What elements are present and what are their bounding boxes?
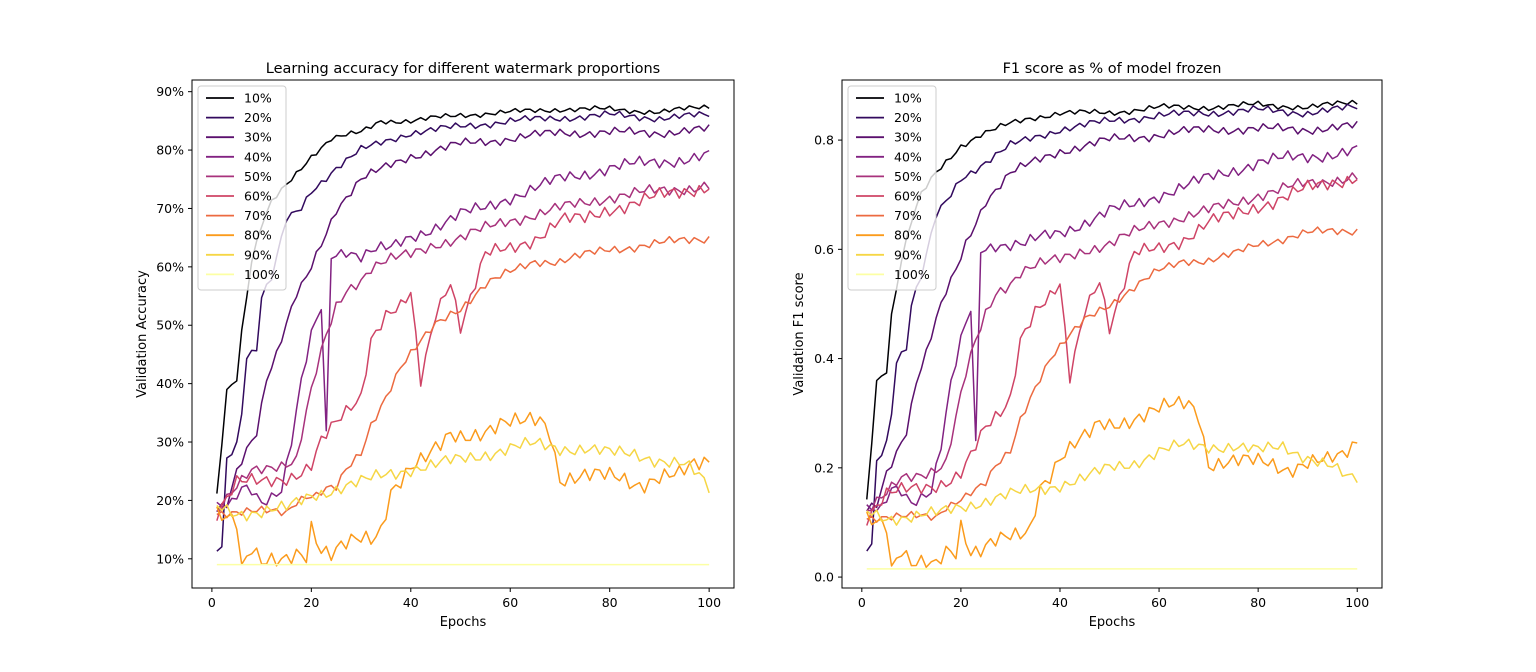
x-tick-label: 100 <box>697 595 721 610</box>
y-tick-label: 10% <box>156 551 184 566</box>
y-tick-label: 0.4 <box>814 351 834 366</box>
plot-frame <box>841 79 1383 589</box>
x-tick-label: 0 <box>208 595 216 610</box>
legend-label: 30% <box>894 130 922 145</box>
series-line-40pct <box>216 149 710 508</box>
x-tick-label: 80 <box>602 595 618 610</box>
y-tick-label: 40% <box>156 376 184 391</box>
y-axis-label: Validation F1 score <box>792 272 807 395</box>
x-tick-label: 0 <box>858 595 866 610</box>
legend-box <box>197 85 287 291</box>
legend-label: 100% <box>894 267 930 282</box>
legend-label: 10% <box>894 91 922 106</box>
series-line-50pct <box>216 181 710 512</box>
legend-label: 40% <box>894 149 922 164</box>
series-line-20pct <box>216 110 710 552</box>
legend-label: 70% <box>894 208 922 223</box>
series-line-70pct <box>866 226 1358 523</box>
legend: 10% 20% 30% 40% 50% 60% 70% 80% 90% 100% <box>847 85 937 291</box>
y-axis-label: Validation Accuracy <box>135 270 150 398</box>
y-tick-label: 0.0 <box>814 570 834 585</box>
legend-label: 20% <box>244 110 272 125</box>
accuracy-chart: Learning accuracy for different watermar… <box>135 61 735 630</box>
x-tick-label: 40 <box>403 595 419 610</box>
legend-label: 50% <box>894 169 922 184</box>
series-line-30pct <box>216 124 710 513</box>
x-tick-label: 80 <box>1250 595 1266 610</box>
chart-title: Learning accuracy for different watermar… <box>266 61 660 77</box>
legend-label: 80% <box>894 228 922 243</box>
y-tick-label: 70% <box>156 201 184 216</box>
legend-label: 90% <box>894 247 922 262</box>
series-group <box>866 99 1358 570</box>
series-group <box>216 104 710 567</box>
x-tick-label: 40 <box>1052 595 1068 610</box>
y-tick-label: 30% <box>156 435 184 450</box>
axis-ticks: 0 20 40 60 80 100 10% 20% 30% 40% 50% 60% 70% 80% 90% <box>156 84 721 610</box>
x-tick-label: 60 <box>1151 595 1167 610</box>
series-line-10pct <box>216 104 710 494</box>
y-tick-label: 80% <box>156 143 184 158</box>
legend-label: 10% <box>244 91 272 106</box>
x-tick-label: 20 <box>953 595 969 610</box>
plot-frame <box>191 79 735 589</box>
legend-label: 70% <box>244 208 272 223</box>
legend-label: 60% <box>244 189 272 204</box>
legend: 10% 20% 30% 40% 50% 60% 70% 80% 90% 100% <box>197 85 287 291</box>
series-line-30pct <box>866 120 1358 512</box>
x-tick-label: 20 <box>303 595 319 610</box>
series-line-20pct <box>866 103 1358 552</box>
series-line-60pct <box>216 184 710 521</box>
legend-label: 20% <box>894 110 922 125</box>
legend-label: 80% <box>244 228 272 243</box>
y-tick-label: 0.6 <box>814 242 834 257</box>
x-tick-label: 100 <box>1345 595 1369 610</box>
x-axis-label: Epochs <box>1089 615 1136 630</box>
legend-label: 100% <box>244 267 280 282</box>
legend-label: 90% <box>244 247 272 262</box>
y-tick-label: 20% <box>156 493 184 508</box>
legend-label: 50% <box>244 169 272 184</box>
y-tick-label: 60% <box>156 259 184 274</box>
series-line-40pct <box>866 145 1358 512</box>
legend-label: 60% <box>894 189 922 204</box>
legend-box <box>847 85 937 291</box>
y-tick-label: 0.8 <box>814 133 834 148</box>
series-line-60pct <box>866 175 1358 526</box>
x-tick-label: 60 <box>502 595 518 610</box>
chart-title: F1 score as % of model frozen <box>1003 61 1222 77</box>
y-tick-label: 0.2 <box>814 460 834 475</box>
series-line-10pct <box>866 99 1358 500</box>
series-line-80pct <box>216 411 710 567</box>
series-line-80pct <box>866 395 1358 569</box>
x-axis-label: Epochs <box>440 615 487 630</box>
legend-label: 40% <box>244 149 272 164</box>
y-tick-label: 50% <box>156 318 184 333</box>
legend-label: 30% <box>244 130 272 145</box>
series-line-50pct <box>866 172 1358 512</box>
series-line-90pct <box>866 438 1358 526</box>
y-tick-label: 90% <box>156 84 184 99</box>
axis-ticks: 0 20 40 60 80 100 0.0 0.2 0.4 0.6 0.8 <box>814 133 1369 610</box>
series-line-90pct <box>216 436 710 522</box>
f1-score-chart: F1 score as % of model frozen 0 20 40 60 80 1… <box>792 61 1383 630</box>
